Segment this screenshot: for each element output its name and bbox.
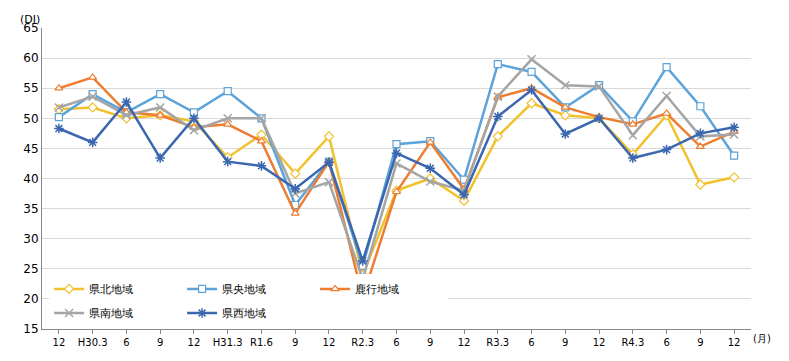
svg-text:県央地域: 県央地域 <box>222 283 266 296</box>
svg-text:12: 12 <box>53 337 66 348</box>
svg-text:50: 50 <box>23 112 38 126</box>
svg-text:H31.3: H31.3 <box>213 337 243 348</box>
svg-text:県南地域: 県南地域 <box>89 307 133 320</box>
svg-text:9: 9 <box>157 337 163 348</box>
svg-text:9: 9 <box>427 337 433 348</box>
svg-text:9: 9 <box>562 337 568 348</box>
svg-text:60: 60 <box>23 51 38 65</box>
svg-text:県北地域: 県北地域 <box>89 283 133 296</box>
svg-text:12: 12 <box>188 337 201 348</box>
svg-text:40: 40 <box>23 172 38 186</box>
svg-text:65: 65 <box>23 21 38 35</box>
svg-text:鹿行地域: 鹿行地域 <box>355 283 399 296</box>
svg-text:12: 12 <box>458 337 471 348</box>
svg-text:30: 30 <box>23 232 38 246</box>
svg-text:6: 6 <box>123 337 129 348</box>
svg-text:9: 9 <box>292 337 298 348</box>
svg-text:12: 12 <box>728 337 741 348</box>
svg-text:9: 9 <box>697 337 703 348</box>
svg-text:25: 25 <box>23 262 38 276</box>
svg-text:(月): (月) <box>753 333 771 344</box>
svg-text:20: 20 <box>23 292 38 306</box>
svg-text:R1.6: R1.6 <box>250 337 273 348</box>
svg-text:(DI): (DI) <box>20 13 40 26</box>
svg-text:15: 15 <box>23 322 38 336</box>
svg-text:R4.3: R4.3 <box>621 337 644 348</box>
svg-text:6: 6 <box>663 337 669 348</box>
svg-text:6: 6 <box>528 337 534 348</box>
svg-text:R3.3: R3.3 <box>486 337 509 348</box>
svg-text:55: 55 <box>23 81 38 95</box>
svg-text:6: 6 <box>393 337 399 348</box>
svg-text:R2.3: R2.3 <box>351 337 374 348</box>
svg-text:45: 45 <box>23 142 38 156</box>
svg-text:12: 12 <box>323 337 336 348</box>
svg-text:12: 12 <box>593 337 606 348</box>
svg-text:H30.3: H30.3 <box>78 337 108 348</box>
svg-text:県西地域: 県西地域 <box>222 307 266 320</box>
svg-text:35: 35 <box>23 202 38 216</box>
